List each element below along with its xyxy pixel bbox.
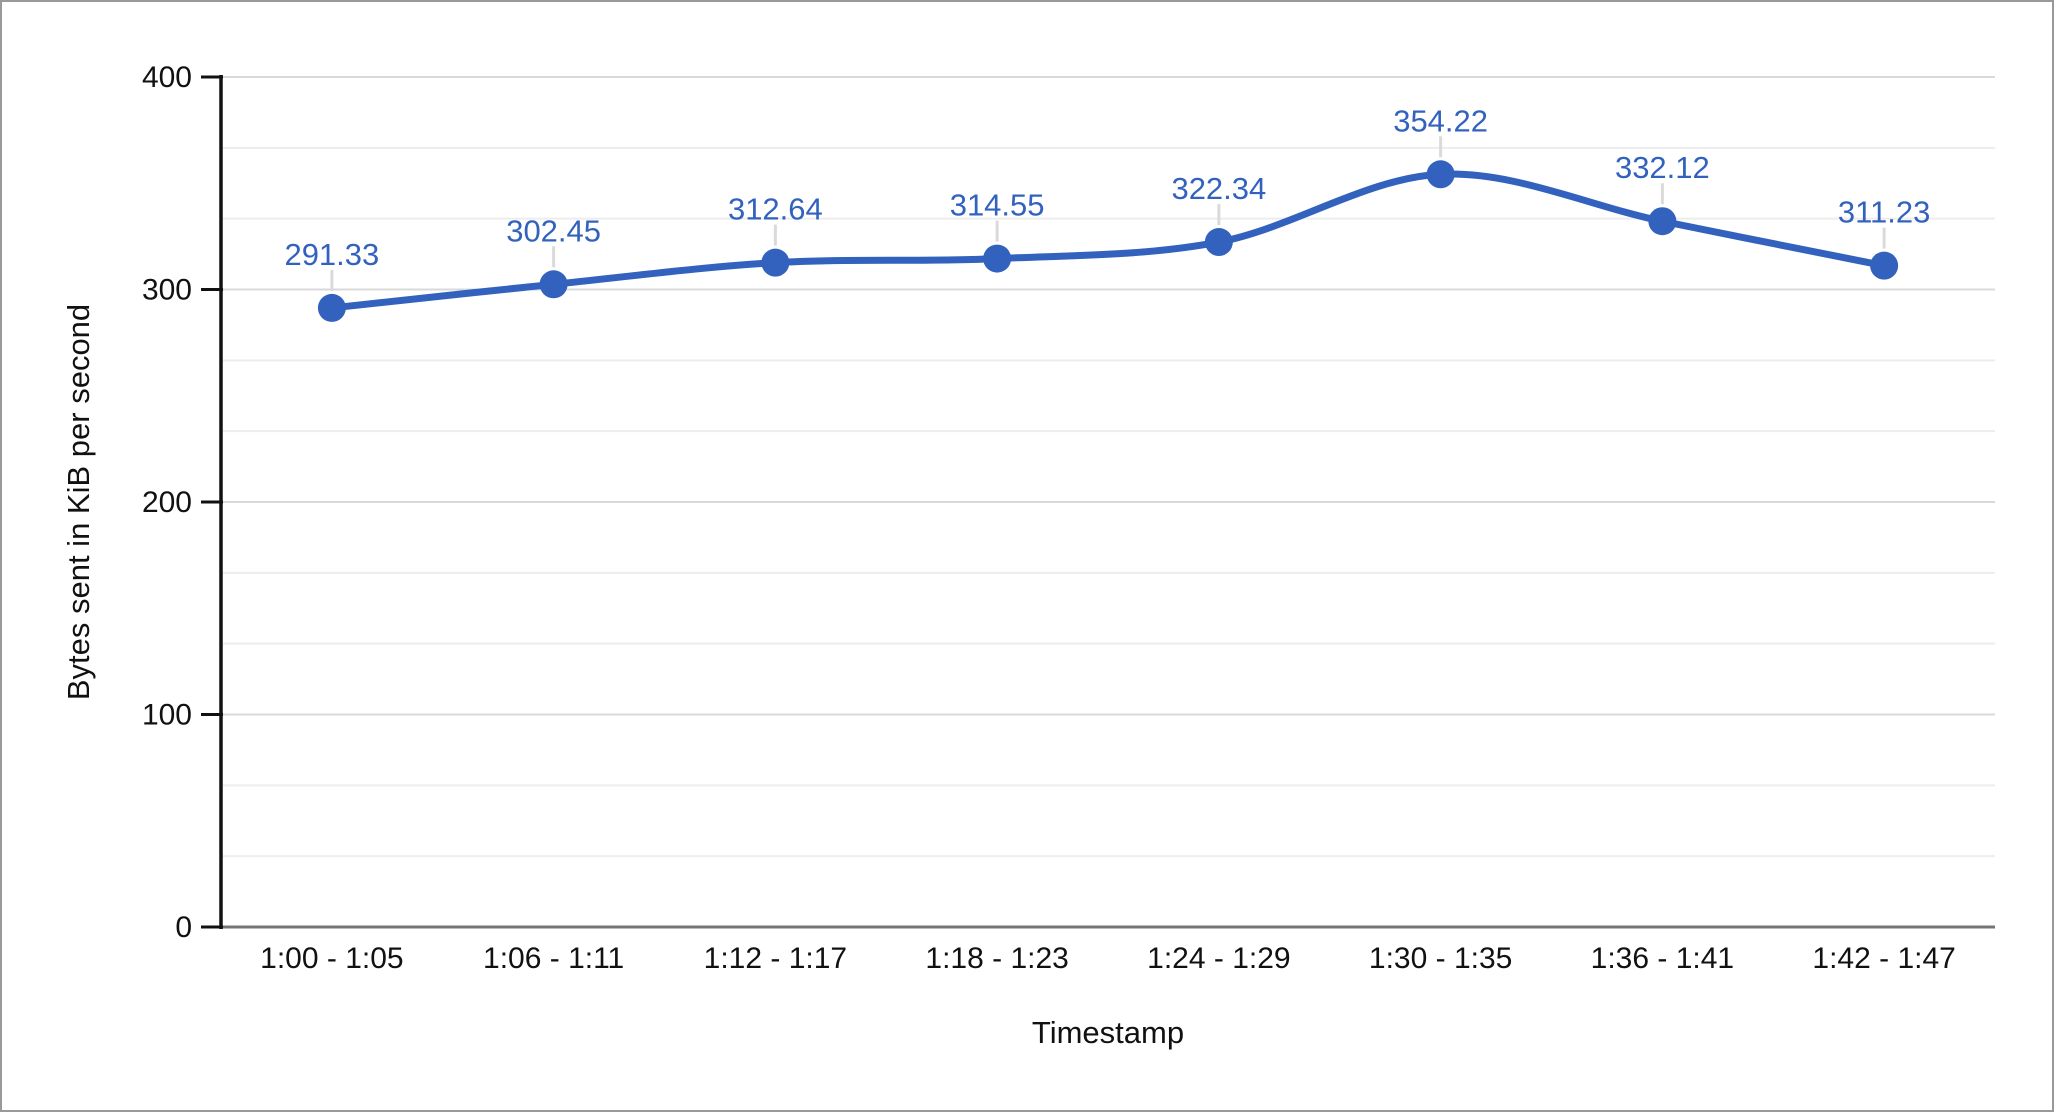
y-axis-title: Bytes sent in KiB per second xyxy=(61,303,96,701)
data-label: 314.55 xyxy=(950,188,1045,223)
x-axis-title: Timestamp xyxy=(1031,1015,1185,1050)
data-point-4[interactable] xyxy=(1204,228,1233,257)
data-label: 354.22 xyxy=(1393,103,1488,138)
x-tick-label: 1:12 - 1:17 xyxy=(704,942,847,975)
x-tick-label: 1:36 - 1:41 xyxy=(1591,942,1734,975)
data-label: 311.23 xyxy=(1838,195,1931,230)
data-label: 302.45 xyxy=(506,213,601,248)
y-tick-label: 200 xyxy=(142,486,192,519)
data-label: 332.12 xyxy=(1615,150,1710,185)
y-tick-label: 400 xyxy=(142,61,192,94)
x-tick-label: 1:24 - 1:29 xyxy=(1147,942,1290,975)
data-point-0[interactable] xyxy=(317,293,346,322)
x-tick-label: 1:42 - 1:47 xyxy=(1812,942,1955,975)
data-point-6[interactable] xyxy=(1648,207,1677,236)
data-label: 312.64 xyxy=(728,192,823,227)
data-point-7[interactable] xyxy=(1870,251,1899,280)
data-point-5[interactable] xyxy=(1426,160,1455,189)
y-tick-label: 100 xyxy=(142,699,192,732)
data-point-2[interactable] xyxy=(761,248,790,277)
x-tick-label: 1:06 - 1:11 xyxy=(483,942,624,975)
data-label: 322.34 xyxy=(1171,171,1266,206)
x-tick-label: 1:18 - 1:23 xyxy=(925,942,1068,975)
data-point-3[interactable] xyxy=(983,244,1012,273)
y-tick-label: 300 xyxy=(142,274,192,307)
data-label: 291.33 xyxy=(284,237,379,272)
x-tick-label: 1:30 - 1:35 xyxy=(1369,942,1512,975)
y-tick-label: 0 xyxy=(175,911,192,944)
series-line xyxy=(328,170,1888,312)
x-tick-label: 1:00 - 1:05 xyxy=(260,942,403,975)
data-point-1[interactable] xyxy=(539,270,568,299)
